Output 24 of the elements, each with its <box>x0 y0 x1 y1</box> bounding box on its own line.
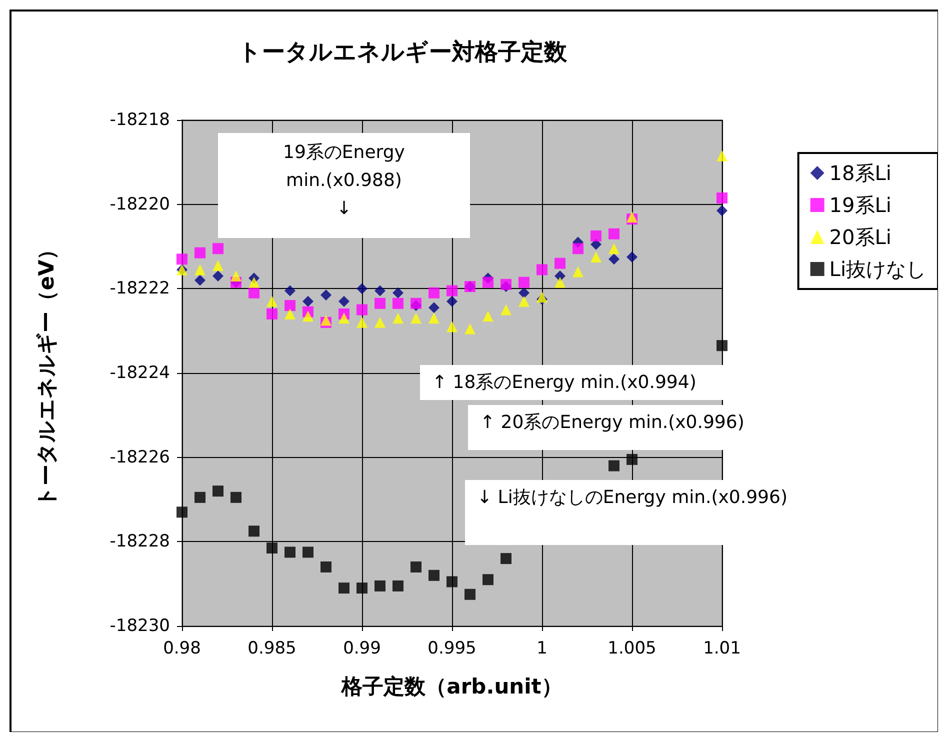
annotation: 19系のEnergy min.(x0.988) ↓ <box>282 141 406 221</box>
legend-label: 19系Li <box>829 193 892 217</box>
y-tick-label: -18226 <box>110 447 170 468</box>
y-tick-label: -18228 <box>110 532 170 552</box>
chart-title: トータルエネルギー対格子定数 <box>238 38 568 66</box>
x-axis-title: 格子定数（arb.unit） <box>340 674 562 698</box>
y-tick-label: -18220 <box>110 194 170 214</box>
legend-label: 20系Li <box>829 225 892 249</box>
y-axis-title: トータルエネルギー（eV） <box>34 238 58 508</box>
y-tick-label: -18224 <box>110 363 170 383</box>
x-tick-label: 0.98 <box>163 638 201 658</box>
annotation: ↓ Li抜けなしのEnergy min.(x0.996) <box>476 486 788 510</box>
x-tick-label: 1.01 <box>703 638 741 658</box>
x-tick-label: 0.985 <box>248 638 296 658</box>
x-tick-label: 0.99 <box>343 638 381 658</box>
y-tick-label: -18230 <box>110 616 170 636</box>
y-tick-label: -18222 <box>110 278 170 299</box>
x-tick-label: 1 <box>536 638 548 658</box>
legend-label: Li抜けなし <box>829 257 926 281</box>
annotation: ↑ 20系のEnergy min.(x0.996) <box>479 411 746 435</box>
x-tick-label: 1.005 <box>608 638 656 658</box>
legend-label: 18系Li <box>829 161 892 185</box>
x-tick-label: 0.995 <box>428 638 476 658</box>
y-tick-label: -18218 <box>110 110 170 130</box>
